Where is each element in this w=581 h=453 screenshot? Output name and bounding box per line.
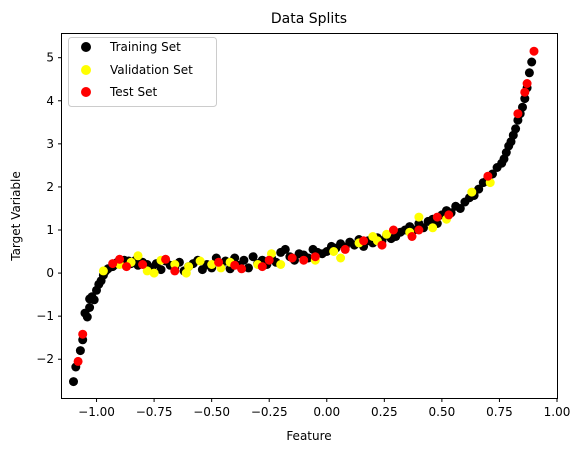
x-tick-label: 0.00 xyxy=(313,405,340,419)
x-tick-label: −1.00 xyxy=(78,405,115,419)
plot-frame xyxy=(61,33,558,399)
x-tick-label: 0.50 xyxy=(429,405,456,419)
y-tick-label: 1 xyxy=(46,223,54,237)
validation-point-4 xyxy=(142,266,152,276)
test-point-26 xyxy=(520,87,530,97)
test-point-24 xyxy=(483,171,493,181)
test-point-2 xyxy=(108,259,118,269)
test-point-0 xyxy=(73,356,83,366)
x-tick-label: 0.75 xyxy=(486,405,513,419)
training-point-49 xyxy=(248,252,258,262)
legend: Training Set Validation Set Test Set xyxy=(68,37,217,107)
test-point-17 xyxy=(359,236,369,246)
legend-label-training: Training Set xyxy=(109,40,181,54)
validation-point-9 xyxy=(184,262,194,272)
training-point-113 xyxy=(520,94,530,104)
validation-point-16 xyxy=(276,260,286,269)
training-point-48 xyxy=(244,263,253,273)
test-point-19 xyxy=(389,225,398,235)
x-tick-label: 1.00 xyxy=(544,405,571,419)
x-tick-label: 0.25 xyxy=(371,405,398,419)
test-point-21 xyxy=(414,225,424,235)
test-point-28 xyxy=(529,46,539,56)
test-point-4 xyxy=(122,262,131,272)
test-point-6 xyxy=(161,254,171,264)
validation-point-23 xyxy=(382,229,392,239)
test-point-20 xyxy=(407,232,417,241)
test-point-18 xyxy=(377,240,387,250)
y-ticks: −2 −1 0 1 2 3 4 5 xyxy=(36,51,62,366)
y-tick-label: 3 xyxy=(46,137,54,151)
training-point-9 xyxy=(89,295,99,305)
y-tick-label: 2 xyxy=(46,180,54,194)
test-point-7 xyxy=(170,266,180,276)
legend-label-validation: Validation Set xyxy=(110,63,193,77)
training-point-94 xyxy=(455,204,465,213)
training-point-6 xyxy=(85,303,95,312)
legend-marker-validation xyxy=(81,65,91,75)
y-tick-label: 5 xyxy=(46,51,54,65)
test-point-16 xyxy=(340,244,350,254)
test-point-15 xyxy=(310,252,320,262)
validation-point-7 xyxy=(170,260,180,269)
validation-point-3 xyxy=(133,251,143,261)
training-point-115 xyxy=(524,68,534,78)
x-tick-label: −0.25 xyxy=(251,405,288,419)
legend-frame xyxy=(68,37,217,107)
validation-point-19 xyxy=(336,253,346,263)
test-point-10 xyxy=(237,264,247,274)
test-point-23 xyxy=(444,210,454,220)
training-point-5 xyxy=(82,312,92,322)
y-tick-label: −1 xyxy=(36,309,54,323)
training-point-2 xyxy=(75,346,85,356)
chart-title: Data Splits xyxy=(271,11,347,27)
training-point-0 xyxy=(69,377,78,387)
x-axis-label: Feature xyxy=(286,429,331,443)
test-point-3 xyxy=(115,254,125,264)
legend-marker-training xyxy=(81,42,91,52)
y-tick-label: 4 xyxy=(46,94,54,108)
training-point-116 xyxy=(527,57,537,67)
test-point-12 xyxy=(264,255,274,265)
y-tick-label: 0 xyxy=(46,266,54,280)
validation-point-25 xyxy=(414,212,424,222)
training-point-109 xyxy=(511,124,521,134)
x-ticks: −1.00 −0.75 −0.50 −0.25 0.00 0.25 0.50 0.75 1.00 xyxy=(78,398,570,419)
training-point-56 xyxy=(280,244,290,254)
legend-label-test: Test Set xyxy=(109,85,157,99)
training-point-29 xyxy=(156,265,166,275)
y-axis-label: Target Variable xyxy=(9,171,23,262)
legend-marker-test xyxy=(81,87,91,97)
training-point-112 xyxy=(518,102,527,112)
validation-point-18 xyxy=(329,247,339,256)
test-point-27 xyxy=(522,79,532,88)
test-point-11 xyxy=(257,262,267,272)
test-point-25 xyxy=(513,109,523,119)
validation-point-5 xyxy=(149,268,159,278)
points-layer xyxy=(69,46,539,387)
test-point-22 xyxy=(432,212,442,222)
y-tick-label: −2 xyxy=(36,352,54,366)
validation-point-10 xyxy=(195,256,205,266)
test-point-5 xyxy=(138,260,148,269)
training-point-98 xyxy=(474,184,484,194)
training-point-47 xyxy=(239,255,249,265)
test-point-8 xyxy=(214,257,224,267)
test-point-13 xyxy=(287,253,297,263)
test-point-9 xyxy=(230,260,240,270)
validation-point-11 xyxy=(207,260,217,269)
test-point-14 xyxy=(299,255,309,265)
validation-point-28 xyxy=(467,187,477,197)
x-tick-label: −0.75 xyxy=(136,405,173,419)
validation-point-0 xyxy=(98,266,108,276)
test-point-1 xyxy=(78,329,88,339)
x-tick-label: −0.50 xyxy=(193,405,230,419)
validation-point-26 xyxy=(428,223,438,233)
